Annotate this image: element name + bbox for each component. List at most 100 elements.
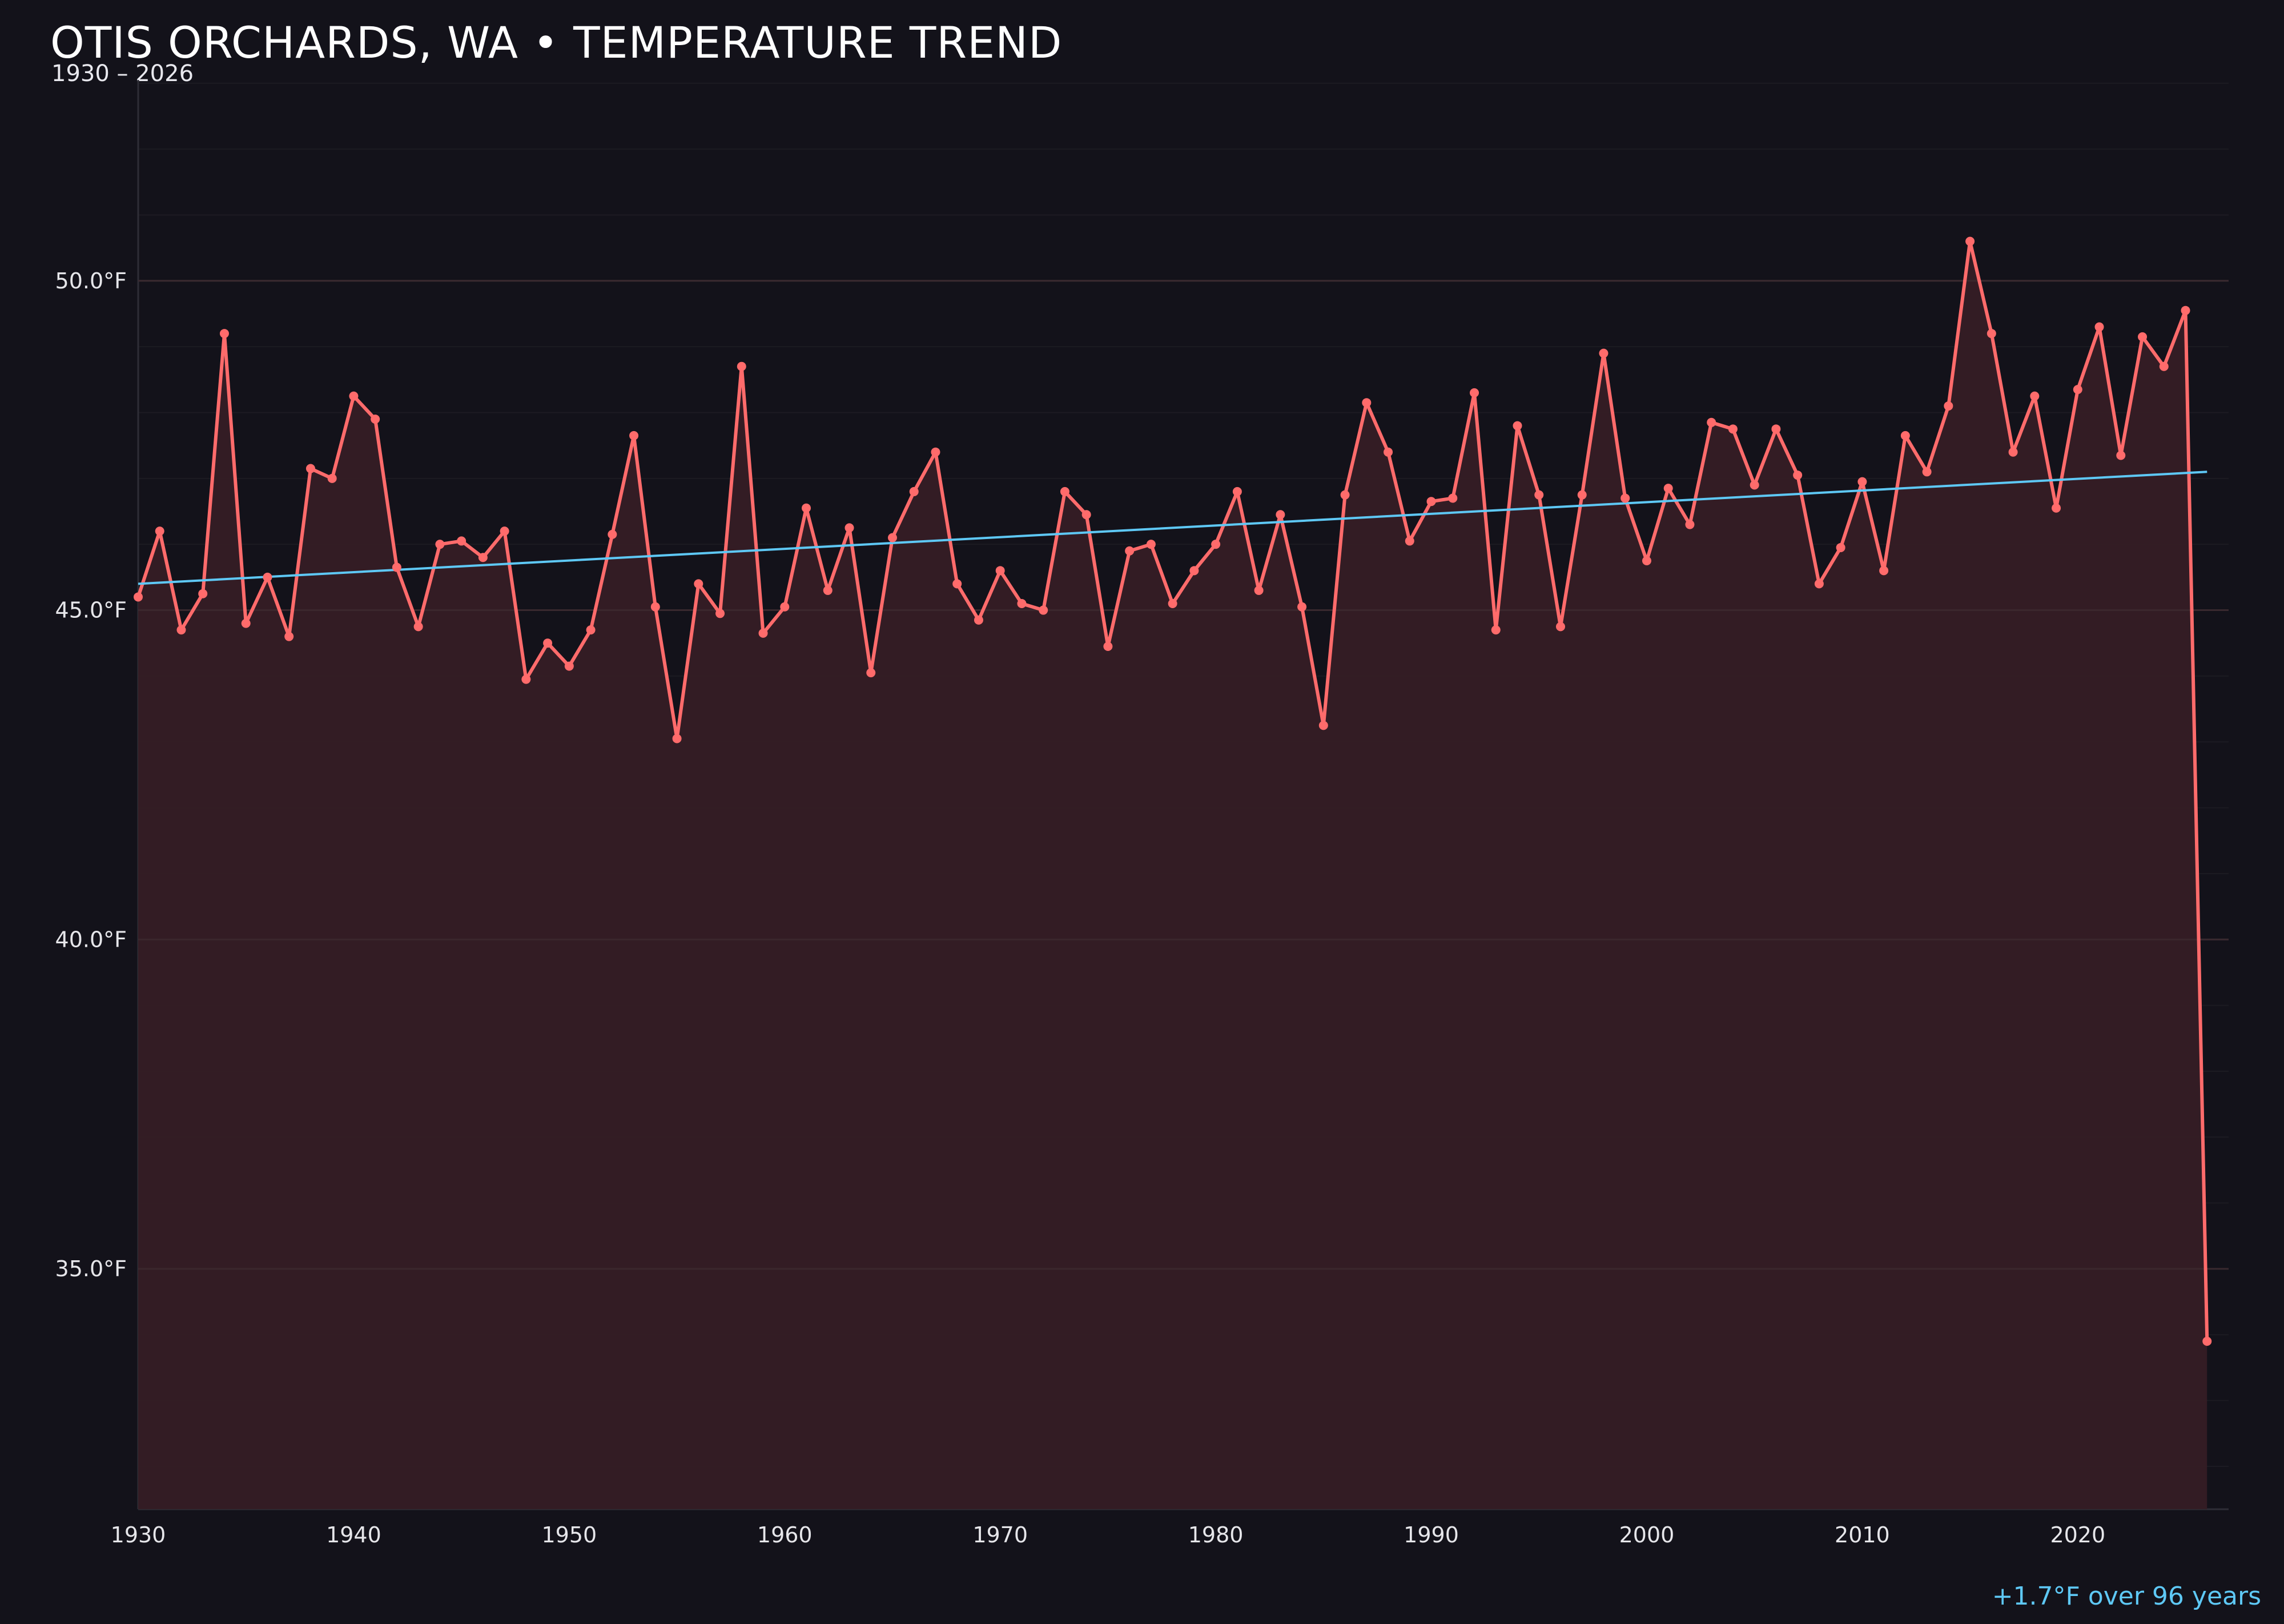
data-point xyxy=(1189,566,1199,576)
data-point xyxy=(2181,305,2190,315)
x-tick-label: 1960 xyxy=(757,1522,813,1547)
data-point xyxy=(1642,556,1651,566)
data-point xyxy=(1771,424,1781,434)
data-point xyxy=(1405,536,1414,546)
data-point xyxy=(2073,385,2082,395)
data-point xyxy=(413,622,423,632)
data-point xyxy=(521,674,531,684)
data-point xyxy=(176,625,186,635)
chart-title: OTIS ORCHARDS, WA • TEMPERATURE TREND xyxy=(50,17,1063,68)
data-point xyxy=(1965,236,1975,246)
data-point xyxy=(392,562,401,572)
data-point xyxy=(1232,487,1242,496)
data-point xyxy=(1750,480,1759,490)
data-point xyxy=(737,361,746,371)
x-tick-label: 1970 xyxy=(972,1522,1028,1547)
x-tick-label: 1990 xyxy=(1404,1522,1459,1547)
data-point xyxy=(1944,401,1953,411)
x-tick-label: 1930 xyxy=(111,1522,166,1547)
data-point xyxy=(371,415,380,424)
data-point xyxy=(931,447,940,457)
data-point xyxy=(715,609,725,618)
data-point xyxy=(802,503,811,513)
data-point xyxy=(694,579,703,589)
data-point xyxy=(1254,585,1264,595)
data-point xyxy=(672,734,682,743)
data-point xyxy=(457,536,467,546)
data-point xyxy=(995,566,1005,576)
data-point xyxy=(974,615,983,625)
data-point xyxy=(952,579,962,589)
x-tick-label: 1980 xyxy=(1188,1522,1244,1547)
data-point xyxy=(2138,332,2148,341)
data-point xyxy=(284,632,294,641)
y-tick-label: 50.0°F xyxy=(55,268,127,294)
y-tick-label: 35.0°F xyxy=(55,1256,127,1281)
data-point xyxy=(1362,398,1372,408)
data-point xyxy=(758,628,768,638)
data-point xyxy=(1793,471,1803,480)
data-point xyxy=(866,668,876,678)
data-point xyxy=(198,589,208,598)
data-point xyxy=(1922,467,1932,477)
data-point xyxy=(478,553,488,562)
data-point xyxy=(1685,520,1695,529)
chart-subtitle: 1930 – 2026 xyxy=(51,61,194,87)
data-point xyxy=(823,585,833,595)
y-tick-label: 45.0°F xyxy=(55,598,127,623)
data-point xyxy=(435,540,445,549)
data-point xyxy=(845,523,854,533)
data-point xyxy=(1620,493,1630,503)
data-point xyxy=(1555,622,1565,632)
data-point xyxy=(500,526,509,536)
trend-annotation: +1.7°F over 96 years xyxy=(1992,1582,2261,1611)
data-point xyxy=(1426,497,1436,507)
data-point xyxy=(608,529,617,539)
data-point xyxy=(1211,540,1221,549)
data-point xyxy=(1276,510,1285,520)
data-point xyxy=(1879,566,1889,576)
data-point xyxy=(1599,348,1609,358)
data-point xyxy=(1125,546,1135,556)
data-point xyxy=(1340,490,1350,500)
data-point xyxy=(2159,361,2169,371)
data-point xyxy=(263,572,272,582)
data-point xyxy=(564,661,574,671)
data-point xyxy=(1663,484,1673,493)
data-point xyxy=(1017,598,1027,608)
data-point xyxy=(327,473,337,483)
data-point xyxy=(1384,447,1393,457)
data-point xyxy=(1513,421,1522,431)
data-point xyxy=(349,391,359,401)
data-point xyxy=(909,487,919,496)
data-point xyxy=(1857,477,1867,487)
data-point xyxy=(629,431,639,440)
data-point xyxy=(543,638,553,648)
data-point xyxy=(1900,431,1910,440)
data-point xyxy=(586,625,596,635)
data-point xyxy=(2008,447,2018,457)
data-point xyxy=(2030,391,2040,401)
data-point xyxy=(1836,542,1845,552)
data-point xyxy=(1448,493,1458,503)
data-point xyxy=(1081,510,1091,520)
x-tick-label: 1940 xyxy=(326,1522,381,1547)
data-point xyxy=(1060,487,1069,496)
area-fill xyxy=(138,241,2207,1510)
data-point xyxy=(1318,721,1328,730)
data-point xyxy=(1146,540,1156,549)
data-point xyxy=(2116,451,2126,460)
data-point xyxy=(241,618,251,628)
data-point xyxy=(1987,329,1996,339)
data-point xyxy=(134,592,143,602)
x-tick-label: 2000 xyxy=(1619,1522,1675,1547)
data-point xyxy=(1728,424,1738,434)
data-point xyxy=(1491,625,1501,635)
data-point xyxy=(155,526,164,536)
data-point xyxy=(1297,602,1307,612)
data-point xyxy=(1534,490,1544,500)
data-point xyxy=(2094,322,2104,332)
data-point xyxy=(1039,605,1048,615)
data-point xyxy=(2052,503,2061,513)
